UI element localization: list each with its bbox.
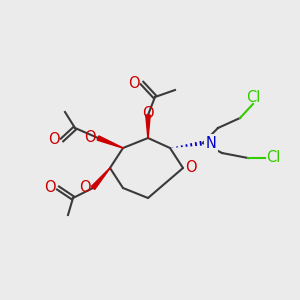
Polygon shape xyxy=(91,168,110,190)
Text: O: O xyxy=(48,133,60,148)
Text: O: O xyxy=(44,181,56,196)
Polygon shape xyxy=(97,136,123,148)
Text: O: O xyxy=(79,181,91,196)
Text: O: O xyxy=(185,160,197,175)
Text: Cl: Cl xyxy=(266,151,280,166)
Text: O: O xyxy=(128,76,140,91)
Text: O: O xyxy=(142,106,154,122)
Polygon shape xyxy=(146,115,150,138)
Text: O: O xyxy=(84,130,96,146)
Text: Cl: Cl xyxy=(246,89,260,104)
Text: N: N xyxy=(206,136,216,151)
